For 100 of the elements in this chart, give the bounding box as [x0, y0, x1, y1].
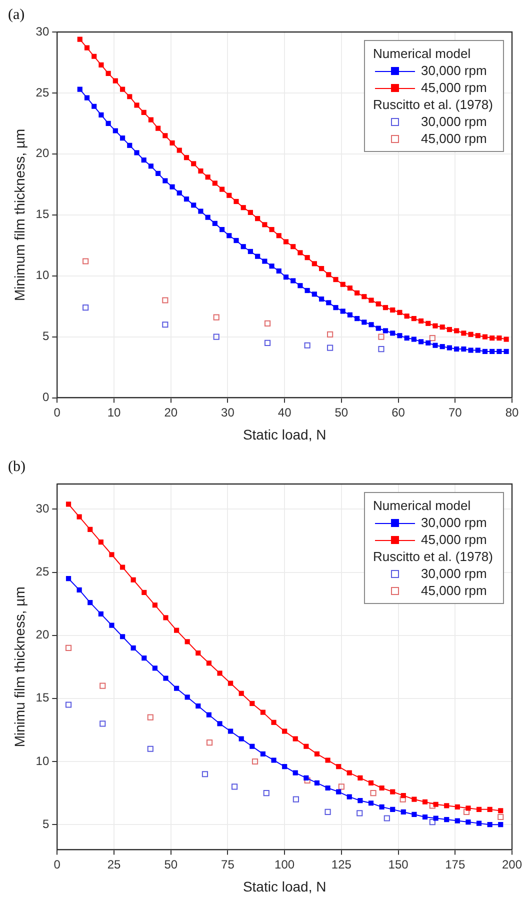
x-tick-label: 50	[164, 857, 178, 872]
point	[304, 342, 310, 348]
point	[390, 806, 396, 812]
point	[324, 808, 331, 816]
x-tick-label: 75	[221, 857, 235, 872]
point	[238, 736, 244, 742]
point	[368, 780, 374, 786]
point	[304, 777, 310, 784]
point	[100, 682, 106, 689]
point	[325, 785, 330, 791]
point	[264, 340, 271, 346]
annotation: Ruscitto et al. (1978)	[373, 548, 493, 565]
point	[142, 590, 147, 596]
point	[147, 714, 154, 720]
point	[444, 803, 450, 808]
y-axis-title: Minimu film thickness, µm	[11, 586, 28, 748]
y-tick-label: 15	[36, 690, 50, 705]
point	[82, 304, 89, 311]
point	[184, 639, 190, 644]
point	[412, 796, 417, 802]
point	[184, 694, 190, 700]
point	[88, 600, 93, 606]
point	[327, 344, 334, 351]
point	[346, 794, 352, 800]
point	[292, 770, 298, 776]
y-tick-label: 5	[42, 329, 50, 344]
y-tick-label: 5	[42, 816, 50, 831]
x-tick-label: 125	[331, 857, 352, 872]
point	[152, 602, 158, 608]
point	[152, 666, 158, 671]
point	[98, 611, 104, 616]
point	[454, 804, 460, 810]
y-tick-label: 20	[36, 146, 50, 160]
y-tick-label: 20	[36, 628, 50, 642]
point	[238, 690, 244, 696]
point	[65, 702, 72, 708]
point	[476, 820, 482, 826]
point	[196, 650, 201, 656]
point	[400, 809, 406, 815]
x-axis-title: Static load, N	[242, 426, 326, 442]
point	[282, 728, 288, 734]
point	[325, 758, 330, 763]
point	[292, 736, 298, 742]
point	[163, 615, 168, 620]
legend-label: 30,000 rpm	[421, 514, 487, 531]
point	[433, 802, 438, 807]
point	[213, 334, 220, 340]
point	[336, 764, 342, 770]
legend-label: 45,000 rpm	[421, 130, 487, 147]
point	[260, 710, 266, 715]
y-tick-label: 15	[36, 207, 50, 222]
point	[76, 587, 82, 592]
legend-title: Numerical model	[373, 497, 472, 514]
point	[400, 793, 406, 798]
point	[65, 644, 72, 652]
point	[147, 746, 154, 752]
point	[498, 822, 504, 828]
point	[314, 751, 320, 756]
point	[130, 577, 136, 582]
point	[498, 814, 504, 820]
point	[487, 822, 492, 828]
y-tick-label: 10	[36, 754, 50, 768]
legend-label: 45,000 rpm	[421, 79, 487, 96]
point	[379, 804, 384, 810]
point	[390, 789, 396, 794]
point	[100, 720, 106, 727]
point	[384, 815, 390, 822]
point	[327, 331, 334, 338]
chart-title: (a)	[8, 6, 25, 23]
point	[202, 771, 208, 778]
point	[66, 576, 72, 582]
y-tick-label: 25	[36, 85, 50, 100]
point	[378, 346, 384, 352]
point	[250, 744, 255, 749]
point	[264, 320, 271, 326]
point	[88, 526, 93, 532]
point	[231, 784, 238, 790]
x-tick-label: 200	[502, 857, 522, 872]
point	[271, 758, 276, 763]
point	[304, 744, 309, 749]
point	[314, 780, 320, 786]
y-axis-title: Minimum film thickness, µm	[11, 128, 28, 301]
point	[429, 335, 436, 342]
x-tick-label: 40	[278, 405, 292, 420]
point	[120, 634, 126, 640]
legend-label: 45,000 rpm	[421, 531, 487, 548]
point	[250, 700, 255, 706]
point	[282, 764, 288, 770]
point	[356, 810, 363, 816]
point	[76, 514, 82, 520]
point	[206, 740, 213, 746]
point	[400, 796, 406, 802]
x-tick-label: 20	[164, 405, 178, 420]
x-tick-label: 0	[54, 857, 61, 872]
chart-title: (b)	[8, 458, 26, 475]
point	[370, 790, 376, 796]
point	[206, 712, 212, 718]
point	[463, 808, 470, 816]
y-tick-label: 0	[42, 390, 50, 404]
point	[292, 796, 299, 802]
